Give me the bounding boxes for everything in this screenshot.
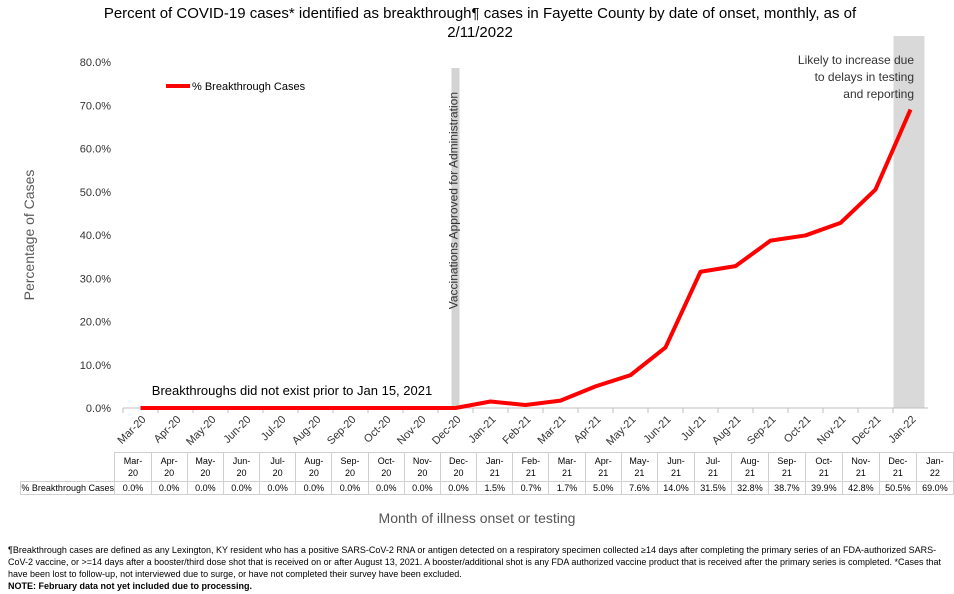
table-value: 0.0%	[259, 481, 297, 495]
table-category: Apr- 21	[584, 452, 622, 482]
x-tick-label: Dec-20	[430, 414, 464, 448]
x-tick-label: Apr-20	[152, 414, 184, 446]
data-table: Mar- 20 Apr- 20 May- 20 Jun- 20 Jul- 20 Aug- 20 Sep-…	[19, 452, 954, 495]
y-tick-label: 70.0%	[80, 100, 111, 112]
x-tick-label: Aug-21	[710, 414, 744, 448]
y-tick-label: 30.0%	[80, 273, 111, 285]
x-tick-label: Jan-22	[886, 414, 918, 446]
x-tick-label: Jul-20	[259, 414, 289, 444]
table-category: Feb- 21	[512, 452, 550, 482]
x-tick-label: Nov-21	[815, 414, 849, 448]
table-value: 5.0%	[584, 481, 622, 495]
table-value: 0.0%	[186, 481, 224, 495]
y-tick-label: 80.0%	[80, 57, 111, 69]
table-value: 7.6%	[620, 481, 658, 495]
footnotes: ¶Breakthrough cases are defined as any L…	[8, 544, 942, 592]
table-value: 1.7%	[548, 481, 586, 495]
table-value: 38.7%	[767, 481, 806, 495]
y-axis-label: Percentage of Cases	[21, 170, 37, 301]
table-value: 0.0%	[114, 481, 152, 495]
table-category: Apr- 20	[150, 452, 188, 482]
legend-label: % Breakthrough Cases	[192, 81, 306, 93]
table-category: May- 21	[620, 452, 658, 482]
row-label: % Breakthrough Cases	[19, 481, 116, 495]
footnote: ¶Breakthrough cases are defined as any L…	[8, 545, 942, 579]
vaccination-band	[451, 68, 460, 408]
table-category: Mar- 21	[548, 452, 586, 482]
x-tick-label: May-20	[184, 414, 218, 448]
table-category: Sep- 20	[331, 452, 369, 482]
table-category: Oct- 21	[804, 452, 843, 482]
x-tick-label: Mar-21	[535, 414, 568, 447]
x-tick-label: Jun-20	[221, 414, 253, 446]
x-tick-label: Jan-21	[466, 414, 498, 446]
table-category: Aug- 21	[730, 452, 769, 482]
y-tick-label: 50.0%	[80, 187, 111, 199]
table-category: Dec- 20	[439, 452, 478, 482]
y-tick-label: 10.0%	[80, 360, 111, 372]
table-category: Jul- 20	[259, 452, 297, 482]
x-tick-label: May-21	[604, 414, 638, 448]
x-tick-label: Sep-20	[325, 414, 359, 448]
table-category: Mar- 20	[114, 452, 152, 482]
table-category: May- 20	[186, 452, 224, 482]
chart-title: Percent of COVID-19 cases* identified as…	[103, 5, 857, 41]
table-value: 0.0%	[295, 481, 333, 495]
x-tick-label: Jun-21	[641, 414, 673, 446]
annotation: Breakthroughs did not exist prior to Jan…	[152, 383, 432, 398]
annotation-line: and reporting	[843, 87, 914, 101]
table-value: 14.0%	[656, 481, 695, 495]
table-category: Aug- 20	[295, 452, 333, 482]
table-category: Sep- 21	[767, 452, 806, 482]
x-tick-label: Dec-21	[850, 414, 884, 448]
table-value: 31.5%	[693, 481, 732, 495]
y-tick-label: 0.0%	[86, 403, 111, 415]
table-value: 0.0%	[222, 481, 261, 495]
x-tick-label: Apr-21	[572, 414, 604, 446]
table-category: Jul- 21	[693, 452, 732, 482]
table-value: 0.0%	[150, 481, 188, 495]
x-tick-label: Aug-20	[290, 414, 324, 448]
table-value: 0.0%	[367, 481, 405, 495]
y-tick-label: 60.0%	[80, 144, 111, 156]
x-tick-label: Jul-21	[679, 414, 709, 444]
table-value: 0.7%	[512, 481, 550, 495]
table-value: 0.0%	[403, 481, 441, 495]
footnote: NOTE: February data not yet included due…	[8, 581, 253, 591]
annotation: Likely to increase due to delays in testi…	[798, 53, 914, 101]
table-category: Jan- 22	[915, 452, 954, 482]
table-value: 50.5%	[878, 481, 917, 495]
table-value: 39.9%	[804, 481, 843, 495]
x-tick-label: Nov-20	[395, 414, 429, 448]
x-tick-label: Oct-21	[782, 414, 814, 446]
table-value: 42.8%	[841, 481, 880, 495]
x-tick-label: Oct-20	[362, 414, 394, 446]
table-category: Dec- 21	[878, 452, 917, 482]
table-value: 32.8%	[730, 481, 769, 495]
table-value: 0.0%	[439, 481, 478, 495]
x-axis-label: Month of illness onset or testing	[378, 510, 576, 526]
x-tick-label: Mar-20	[115, 414, 148, 447]
shaded-band	[893, 36, 925, 408]
table-category: Nov- 20	[403, 452, 441, 482]
table-category: Nov- 21	[841, 452, 880, 482]
x-tick-label: Sep-21	[745, 414, 779, 448]
annotation: Vaccinations Approved for Administration	[447, 92, 461, 309]
table-category: Jun- 21	[656, 452, 695, 482]
line-series	[140, 108, 913, 410]
y-tick-label: 20.0%	[80, 317, 111, 329]
y-tick-label: 40.0%	[80, 230, 111, 242]
annotation-line: Likely to increase due	[798, 53, 914, 67]
chart: Vaccinations Approved for Administration…	[21, 36, 928, 448]
table-value: 69.0%	[915, 481, 954, 495]
x-tick-label: Feb-21	[500, 414, 533, 447]
table-value: 0.0%	[331, 481, 369, 495]
annotation-line: to delays in testing	[815, 70, 914, 84]
table-value: 1.5%	[476, 481, 514, 495]
table-category: Oct- 20	[367, 452, 405, 482]
table-category: Jun- 20	[222, 452, 261, 482]
table-category: Jan- 21	[476, 452, 514, 482]
